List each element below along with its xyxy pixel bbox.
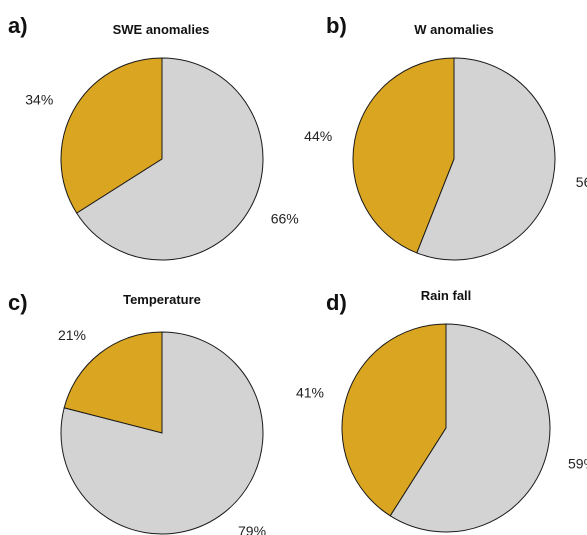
pie-d-label-minor: 41%	[296, 385, 324, 401]
pie-b-label-minor: 44%	[304, 128, 332, 144]
pie-c-slice-minor	[63, 331, 163, 434]
panel-title-d: Rain fall	[421, 288, 472, 303]
pie-a-label-major: 66%	[271, 211, 299, 227]
panel-title-b: W anomalies	[414, 22, 493, 37]
pie-d-slice-major	[389, 323, 551, 533]
pie-d-slice-minor	[341, 323, 447, 517]
pie-c-slice-major	[60, 331, 264, 535]
panel-title-c: Temperature	[123, 292, 201, 307]
pie-b-slice-minor	[352, 57, 455, 254]
pie-a-slice-minor	[60, 57, 163, 214]
pie-d-label-major: 59%	[568, 455, 587, 471]
pie-a-label-minor: 34%	[25, 91, 53, 107]
pie-c: 21% 79%	[58, 327, 266, 535]
pie-c-label-major: 79%	[238, 523, 266, 535]
pie-b-label-major: 56%	[576, 174, 587, 190]
pie-b: 44% 56%	[304, 57, 587, 261]
pie-a: 34% 66%	[25, 57, 299, 261]
panel-a: a) SWE anomalies 34% 66%	[8, 13, 299, 261]
pie-a-slice-major	[76, 57, 264, 261]
panel-b: b) W anomalies 44% 56%	[304, 13, 587, 261]
pie-c-label-minor: 21%	[58, 327, 86, 343]
pie-b-slice-major	[416, 57, 556, 261]
panel-letter-c: c)	[8, 290, 28, 315]
panel-d: d) Rain fall 41% 59%	[296, 288, 587, 533]
panel-title-a: SWE anomalies	[113, 22, 210, 37]
panel-letter-d: d)	[326, 290, 347, 315]
pie-d: 41% 59%	[296, 323, 587, 533]
panel-letter-b: b)	[326, 13, 347, 38]
panel-letter-a: a)	[8, 13, 28, 38]
panel-c: c) Temperature 21% 79%	[8, 290, 266, 535]
